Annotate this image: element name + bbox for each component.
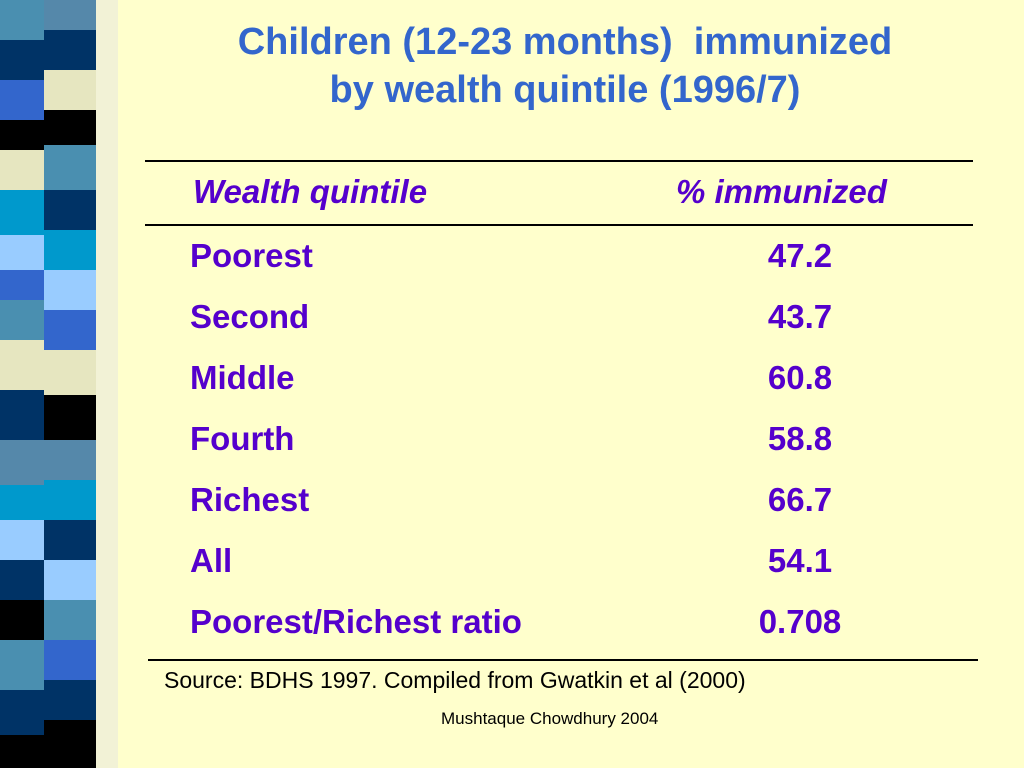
stripe-block	[0, 300, 52, 340]
stripe-block	[44, 520, 96, 560]
stripe-block	[0, 485, 52, 520]
row-value: 58.8	[767, 420, 833, 457]
row-value: 43.7	[767, 298, 833, 335]
stripe-block	[0, 80, 52, 120]
decorative-stripe-column-right	[44, 0, 96, 768]
stripe-block	[44, 395, 96, 440]
stripe-block	[44, 350, 96, 395]
row-label: All	[190, 542, 233, 579]
row-label: Richest	[190, 481, 310, 518]
table-top-rule	[145, 160, 973, 162]
stripe-block	[0, 640, 52, 690]
stripe-block	[44, 480, 96, 520]
row-value: 47.2	[767, 237, 833, 274]
stripe-block	[0, 190, 52, 235]
row-label: Second	[190, 298, 310, 335]
stripe-block	[44, 560, 96, 600]
stripe-block	[0, 600, 52, 640]
column-header-wealth-quintile: Wealth quintile	[193, 173, 428, 210]
row-value: 66.7	[767, 481, 833, 518]
author-credit: Mushtaque Chowdhury 2004	[441, 709, 659, 728]
stripe-block	[44, 110, 96, 145]
stripe-block	[44, 640, 96, 680]
stripe-block	[44, 190, 96, 230]
stripe-block	[0, 235, 52, 270]
source-note: Source: BDHS 1997. Compiled from Gwatkin…	[164, 667, 746, 693]
stripe-block	[0, 0, 52, 40]
slide-title: Children (12-23 months) immunized by wea…	[130, 18, 1000, 114]
stripe-block	[0, 440, 52, 485]
stripe-block	[44, 70, 96, 110]
stripe-block	[44, 440, 96, 480]
table-row: All 54.1	[0, 539, 1024, 600]
table-row: Richest 66.7	[0, 478, 1024, 539]
stripe-block	[0, 520, 52, 560]
row-label: Poorest/Richest ratio	[190, 603, 522, 640]
table-header-rule	[145, 224, 973, 226]
table-row: Poorest 47.2	[0, 234, 1024, 295]
stripe-block	[0, 735, 52, 768]
stripe-block	[0, 340, 52, 390]
stripe-block	[44, 270, 96, 310]
stripe-block	[44, 310, 96, 350]
table-row: Middle 60.8	[0, 356, 1024, 417]
stripe-block	[44, 0, 96, 30]
row-value: 60.8	[767, 359, 833, 396]
decorative-stripe-column-left	[0, 0, 52, 768]
stripe-block	[0, 560, 52, 600]
stripe-block	[44, 145, 96, 190]
stripe-block	[44, 720, 96, 768]
row-value: 54.1	[767, 542, 833, 579]
column-header-percent-immunized: % immunized	[676, 173, 887, 210]
row-label: Fourth	[190, 420, 295, 457]
table-row: Poorest/Richest ratio 0.708	[0, 600, 1024, 661]
stripe-block	[0, 390, 52, 440]
row-label: Poorest	[190, 237, 313, 274]
slide-title-line-1: Children (12-23 months) immunized	[237, 21, 893, 63]
row-value: 0.708	[758, 603, 842, 640]
row-label: Middle	[190, 359, 295, 396]
stripe-block	[0, 150, 52, 190]
table-row: Fourth 58.8	[0, 417, 1024, 478]
stripe-block	[0, 270, 52, 300]
slide-title-line-2: by wealth quintile (1996/7)	[329, 69, 801, 111]
stripe-block	[44, 30, 96, 70]
stripe-block	[0, 690, 52, 735]
stripe-block	[44, 600, 96, 640]
stripe-block	[0, 120, 52, 150]
table-bottom-rule	[148, 659, 978, 661]
stripe-block	[0, 40, 52, 80]
stripe-block	[44, 680, 96, 720]
decorative-stripe-band	[0, 0, 118, 768]
stripe-block	[44, 230, 96, 270]
table-row: Second 43.7	[0, 295, 1024, 356]
